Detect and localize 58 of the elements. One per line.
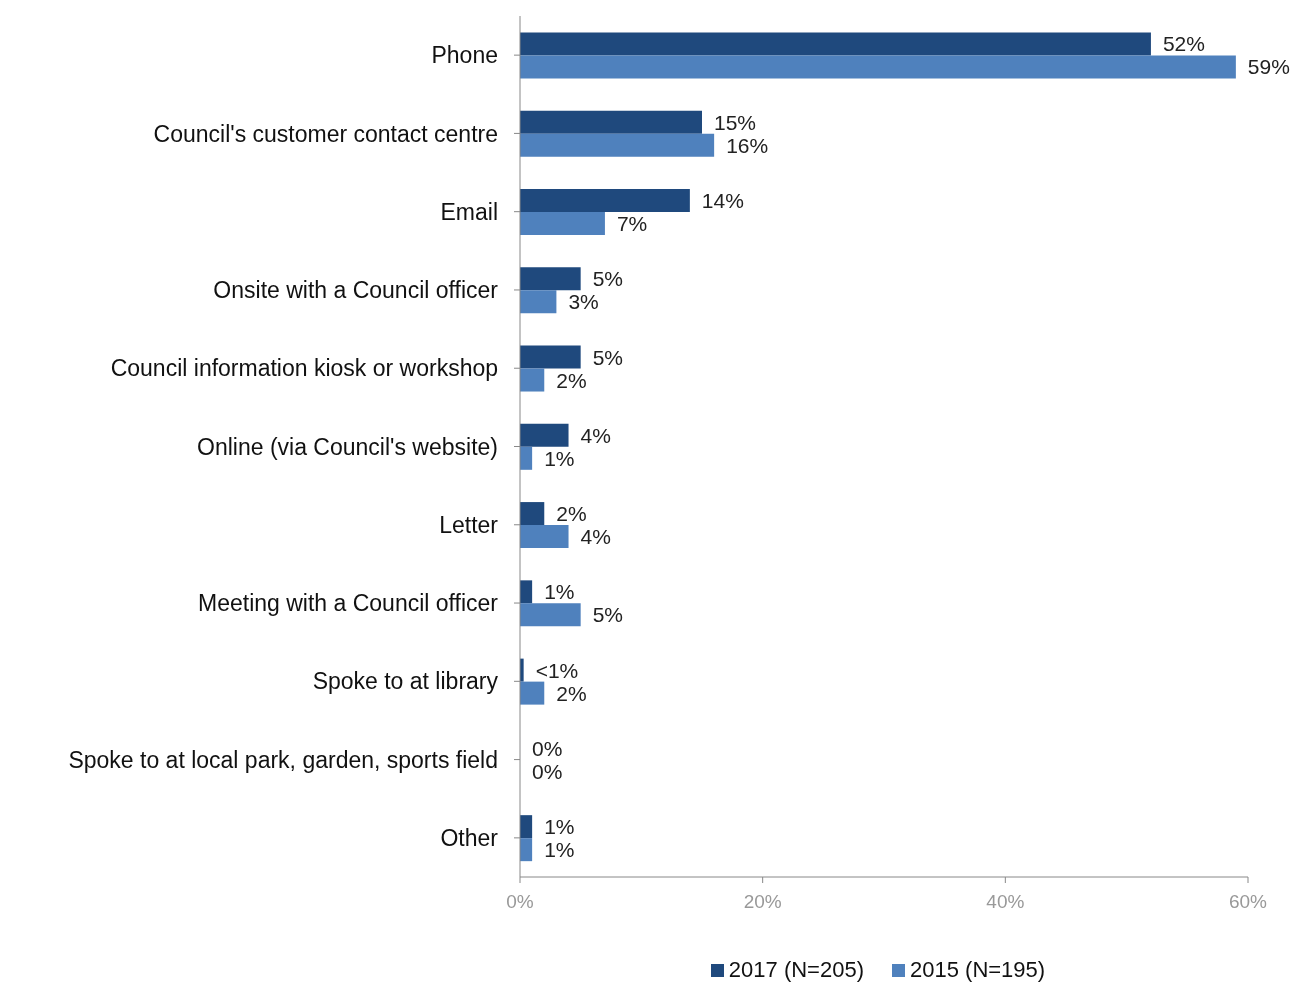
data-label: 4% <box>580 525 611 549</box>
data-label: 4% <box>580 423 611 447</box>
bar <box>520 345 581 369</box>
data-label: 1% <box>544 815 575 839</box>
y-tick-label: Spoke to at library <box>312 668 499 695</box>
x-tick-label: 0% <box>506 891 534 913</box>
x-tick-label: 60% <box>1228 891 1268 913</box>
data-label: 52% <box>1162 32 1205 56</box>
bar <box>520 32 1151 56</box>
data-label: 16% <box>726 133 769 157</box>
bar <box>520 838 533 862</box>
y-tick-label: Phone <box>431 42 498 69</box>
data-label: 2% <box>556 502 587 526</box>
bar <box>520 211 605 235</box>
y-tick-label: Email <box>440 198 498 225</box>
bar <box>520 188 690 212</box>
bar <box>520 133 715 157</box>
data-label: 1% <box>544 446 575 470</box>
data-label: 5% <box>592 603 624 627</box>
data-label: 15% <box>714 110 757 134</box>
data-label: 2% <box>556 681 587 705</box>
y-tick-label: Council's customer contact centre <box>153 120 498 147</box>
data-label: 1% <box>544 838 575 862</box>
data-label: 0% <box>532 736 563 760</box>
y-tick-label: Letter <box>439 511 499 538</box>
bar <box>520 423 569 447</box>
legend-label: 2015 (N=195) <box>909 957 1046 983</box>
bar <box>520 55 1236 79</box>
y-tick-label: Other <box>440 825 499 852</box>
y-tick-label: Spoke to at local park, garden, sports field <box>68 746 498 773</box>
data-label: 0% <box>532 759 563 783</box>
bar <box>520 502 545 526</box>
data-label: 2% <box>556 368 587 392</box>
y-tick-label: Onsite with a Council officer <box>213 277 499 304</box>
data-label: 3% <box>568 290 599 314</box>
bar <box>520 290 557 314</box>
y-tick-label: Council information kiosk or workshop <box>110 355 498 382</box>
bar <box>520 681 545 705</box>
data-label: 5% <box>592 267 624 291</box>
y-tick-label: Meeting with a Council officer <box>198 590 499 617</box>
bar <box>520 815 533 839</box>
x-tick-label: 40% <box>986 891 1025 913</box>
data-label: 59% <box>1247 55 1290 79</box>
bar <box>520 110 702 134</box>
x-tick-label: 20% <box>743 891 782 913</box>
bar <box>520 446 533 470</box>
bar <box>520 603 581 627</box>
bar <box>520 525 569 549</box>
data-label: <1% <box>535 658 579 682</box>
data-label: 5% <box>592 345 624 369</box>
data-label: 7% <box>616 211 648 235</box>
y-tick-label: Online (via Council's website) <box>197 433 498 460</box>
data-label: 1% <box>544 580 575 604</box>
data-label: 14% <box>701 188 744 212</box>
bar <box>520 580 533 604</box>
legend-label: 2017 (N=205) <box>727 957 864 983</box>
bar <box>520 267 581 291</box>
bar <box>520 368 545 392</box>
